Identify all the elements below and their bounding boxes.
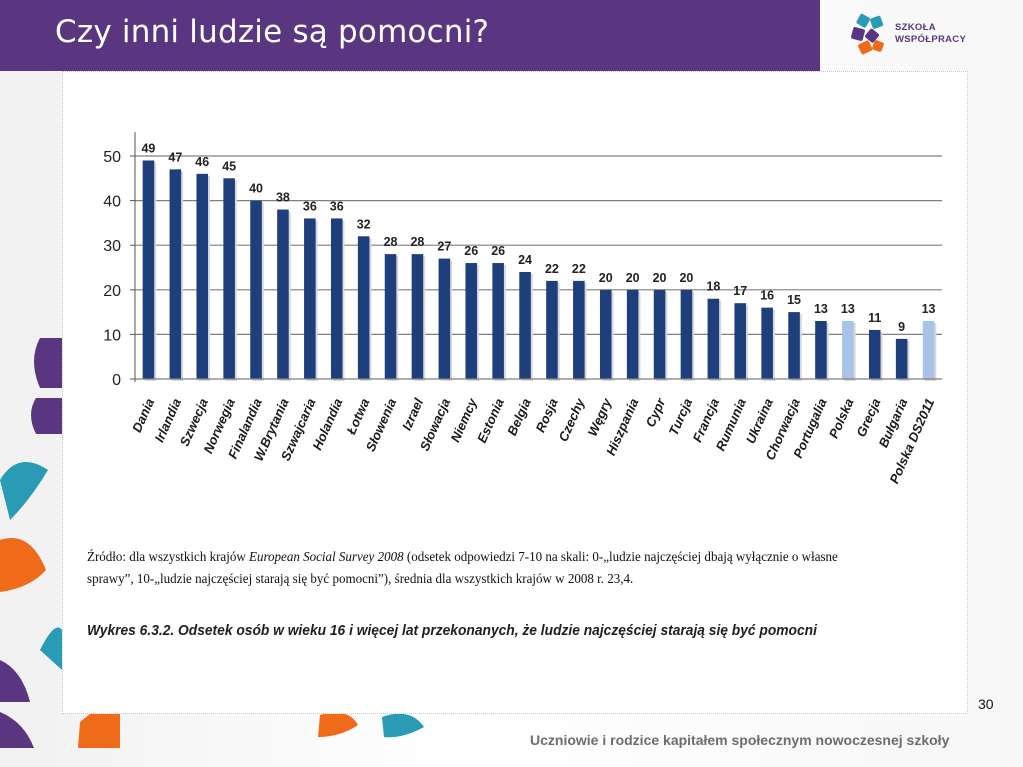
y-tick-label: 50 — [103, 149, 121, 166]
x-category-label: Dania — [129, 396, 157, 434]
bar — [599, 289, 612, 379]
bar-value-label: 13 — [841, 302, 855, 316]
bar — [465, 263, 478, 379]
bar — [384, 254, 397, 379]
bar-value-label: 38 — [276, 191, 290, 205]
bar-value-label: 20 — [679, 271, 693, 285]
bar-value-label: 15 — [787, 293, 801, 307]
bar — [546, 280, 558, 379]
bar-value-label: 28 — [410, 235, 424, 249]
bar — [169, 169, 182, 379]
x-category-label: Polska — [826, 396, 857, 440]
slide-title: Czy inni ludzie są pomocni? — [55, 14, 490, 50]
bar-value-label: 24 — [518, 253, 532, 267]
bar-value-label: 9 — [898, 320, 905, 334]
bar — [707, 298, 720, 379]
bar-value-label: 36 — [303, 199, 317, 213]
bar-value-label: 17 — [733, 284, 747, 298]
bar-value-label: 22 — [545, 262, 559, 276]
logo: SZKOŁA WSPÓŁPRACY — [845, 12, 985, 58]
bar-value-label: 26 — [491, 244, 505, 258]
bar — [250, 200, 262, 379]
bar — [761, 307, 773, 379]
y-tick-label: 40 — [103, 194, 121, 211]
bar-value-label: 36 — [330, 199, 344, 213]
source-note: Źródło: dla wszystkich krajów European S… — [87, 547, 887, 591]
x-category-label: Rosja — [533, 396, 561, 434]
source-text-2: (odsetek odpowiedzi 7-10 na skali: 0-„lu… — [87, 550, 838, 587]
bar — [519, 271, 531, 379]
bar-value-label: 16 — [760, 289, 774, 303]
bar — [492, 263, 504, 379]
bar — [277, 209, 289, 379]
bar-value-label: 49 — [141, 141, 155, 155]
bar-value-label: 28 — [384, 235, 398, 249]
logo-line-2: WSPÓŁPRACY — [895, 34, 967, 45]
bar-value-label: 18 — [706, 280, 720, 294]
bar — [411, 254, 424, 379]
x-category-label: Turcja — [666, 396, 695, 438]
bar — [223, 178, 235, 379]
bar-value-label: 47 — [168, 150, 182, 164]
y-tick-label: 20 — [103, 283, 121, 300]
bar — [680, 289, 693, 379]
bar — [895, 338, 908, 379]
bar — [626, 289, 639, 379]
bar-value-label: 45 — [222, 159, 236, 173]
decorative-shapes-right — [318, 712, 424, 738]
bar-value-label: 20 — [626, 271, 640, 285]
bar — [573, 280, 585, 379]
bar — [330, 218, 343, 379]
bar-value-label: 27 — [437, 240, 451, 254]
bar — [734, 303, 747, 379]
bar — [438, 258, 451, 379]
x-category-label: Węgry — [585, 395, 615, 438]
x-category-label: Cypr — [643, 395, 669, 429]
x-category-label: Grecja — [853, 396, 883, 439]
bar — [653, 289, 666, 379]
page-number: 30 — [978, 696, 994, 712]
bar-value-label: 32 — [357, 217, 371, 231]
decorative-shapes — [0, 338, 120, 748]
x-category-label: Łotwa — [343, 396, 372, 437]
chart-caption: Wykres 6.3.2. Odsetek osób w wieku 16 i … — [87, 622, 817, 639]
chart-frame — [62, 71, 968, 714]
bar — [357, 236, 370, 379]
bar-value-label: 46 — [195, 155, 209, 169]
title-bar: Czy inni ludzie są pomocni? — [0, 0, 820, 71]
bar — [142, 160, 155, 379]
bar — [842, 321, 854, 379]
bar-value-label: 40 — [249, 182, 263, 196]
bar-value-label: 13 — [814, 302, 828, 316]
y-tick-label: 10 — [103, 327, 121, 344]
bar — [815, 321, 827, 379]
logo-line-1: SZKOŁA — [895, 22, 936, 33]
bar — [868, 329, 881, 379]
bar-value-label: 13 — [922, 302, 936, 316]
source-text-1: Źródło: dla wszystkich krajów — [87, 550, 249, 565]
bar — [196, 173, 209, 379]
source-survey-name: European Social Survey 2008 — [248, 550, 404, 565]
bar-value-label: 11 — [868, 311, 881, 325]
x-category-label: Belgia — [504, 396, 534, 438]
footer-text: Uczniowie i rodzice kapitałem społecznym… — [530, 732, 950, 748]
y-tick-label: 0 — [112, 372, 121, 389]
bar — [922, 321, 935, 379]
bar-value-label: 26 — [464, 244, 478, 258]
bar-value-label: 20 — [653, 271, 667, 285]
y-tick-label: 30 — [103, 238, 121, 255]
logo-text: SZKOŁA WSPÓŁPRACY — [895, 22, 966, 46]
bar — [304, 218, 316, 379]
bar-value-label: 20 — [599, 271, 613, 285]
x-category-label: Izrael — [399, 396, 426, 433]
bar — [788, 312, 800, 379]
logo-mark-icon — [851, 13, 884, 55]
bar-value-label: 22 — [572, 262, 586, 276]
